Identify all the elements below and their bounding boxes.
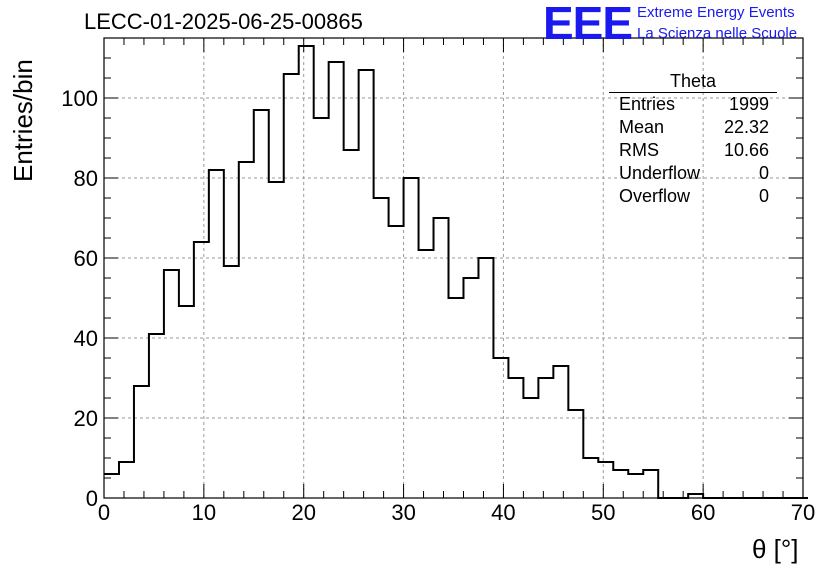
y-tick-label: 20: [74, 406, 98, 431]
histogram-bin: [329, 62, 344, 498]
histogram-bin: [254, 110, 269, 498]
stats-value: 1999: [728, 94, 769, 114]
histogram-bin: [478, 258, 493, 498]
histogram-bin: [374, 198, 389, 498]
y-tick-label: 80: [74, 166, 98, 191]
stats-row-rms: RMS 10.66: [609, 139, 777, 162]
histogram-bin: [583, 458, 598, 498]
stats-value: 0: [758, 163, 769, 183]
x-tick-label: 50: [591, 500, 615, 525]
stats-row-underflow: Underflow 0: [609, 162, 777, 185]
stats-value: 10.66: [723, 140, 769, 160]
x-tick-label: 10: [192, 500, 216, 525]
y-tick-label: 60: [74, 246, 98, 271]
histogram-bin: [613, 470, 628, 498]
x-tick-label: 60: [691, 500, 715, 525]
histogram-bin: [508, 378, 523, 498]
histogram-bin: [493, 358, 508, 498]
histogram-bin: [314, 118, 329, 498]
stats-value: 0: [758, 186, 769, 206]
x-tick-label: 0: [98, 500, 110, 525]
histogram-bin: [284, 74, 299, 498]
stats-key: Overflow: [619, 186, 691, 206]
y-tick-label: 100: [61, 86, 98, 111]
histogram-bin: [359, 70, 374, 498]
histogram-bin: [389, 226, 404, 498]
stats-value: 22.32: [723, 117, 769, 137]
logo-subtitle-2: La Scienza nelle Scuole: [637, 25, 798, 42]
histogram-bin: [149, 334, 164, 498]
histogram-bin: [434, 218, 449, 498]
histogram-bin: [269, 182, 284, 498]
x-axis-label: θ [°]: [752, 534, 799, 564]
histogram-bin: [568, 410, 583, 498]
histogram-bin: [164, 270, 179, 498]
stats-row-overflow: Overflow 0: [609, 185, 777, 208]
x-tick-label: 40: [491, 500, 515, 525]
histogram-bin: [538, 378, 553, 498]
histogram-bin: [119, 462, 134, 498]
histogram-bin: [209, 170, 224, 498]
stats-key: Mean: [619, 117, 665, 137]
histogram-bin: [179, 306, 194, 498]
histogram-bin: [598, 462, 613, 498]
logo-subtitle-1: Extreme Energy Events: [637, 4, 795, 21]
stats-box: Theta Entries 1999 Mean 22.32 RMS 10.66 …: [609, 71, 777, 208]
x-tick-label: 70: [791, 500, 815, 525]
histogram-bin: [419, 250, 434, 498]
histogram-bin: [224, 266, 239, 498]
x-tick-label: 20: [291, 500, 315, 525]
histogram-bin: [344, 150, 359, 498]
histogram-line: [104, 45, 808, 499]
eee-logo: EEE: [543, 0, 633, 49]
histogram-bin: [239, 162, 254, 498]
chart-title: LECC-01-2025-06-25-00865: [84, 9, 363, 34]
histogram-bin: [643, 470, 658, 498]
y-axis-label: Entries/bin: [8, 59, 38, 182]
histogram-bin: [449, 298, 464, 498]
stats-row-mean: Mean 22.32: [609, 116, 777, 139]
y-tick-label: 40: [74, 326, 98, 351]
stats-row-entries: Entries 1999: [609, 93, 777, 116]
histogram-bin: [463, 278, 478, 498]
histogram-bin: [194, 242, 209, 498]
y-tick-label: 0: [86, 486, 98, 511]
stats-title: Theta: [609, 71, 777, 93]
plot-frame: [103, 37, 804, 499]
histogram-bin: [553, 366, 568, 498]
stats-key: Entries: [619, 94, 676, 114]
histogram-bin: [523, 398, 538, 498]
histogram-bin: [299, 46, 314, 498]
stats-key: RMS: [619, 140, 659, 160]
histogram-bin: [134, 386, 149, 498]
x-tick-label: 30: [391, 500, 415, 525]
histogram-bin: [628, 474, 643, 498]
stats-key: Underflow: [619, 163, 701, 183]
